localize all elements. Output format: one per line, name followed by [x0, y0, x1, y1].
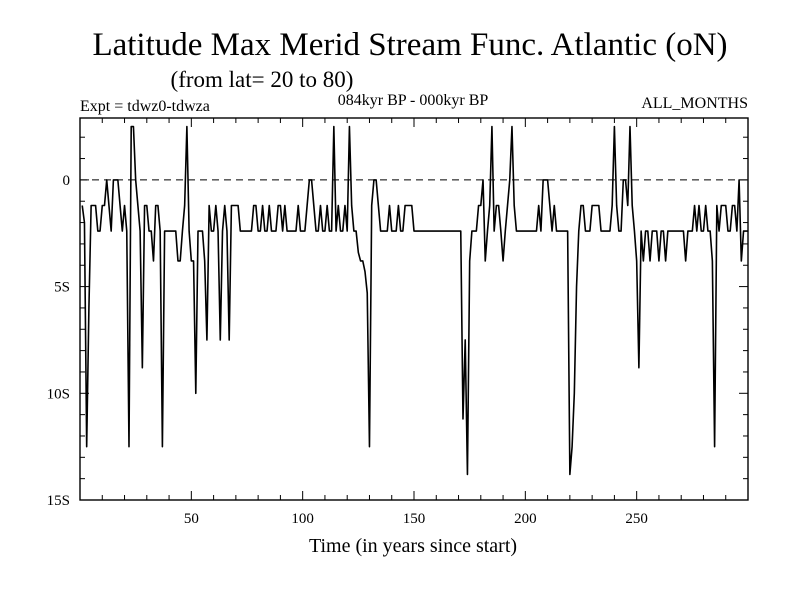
y-tick-label: 10S	[47, 386, 70, 402]
y-tick-label: 5S	[54, 280, 70, 296]
axes: 50 100 150 200 250 0 5S 10S 15S	[47, 117, 749, 527]
x-tick-label: 50	[184, 511, 199, 527]
chart-subtitle: (from lat= 20 to 80)	[171, 67, 354, 92]
x-tick-label: 150	[403, 511, 426, 527]
header-left-label: Expt = tdwz0-tdwza	[80, 98, 210, 115]
y-tick-label: 15S	[47, 493, 70, 509]
header-center-label: 084kyr BP - 000kyr BP	[338, 92, 489, 109]
x-tick-label: 200	[514, 511, 537, 527]
header-right-label: ALL_MONTHS	[641, 95, 748, 112]
series-layer	[81, 125, 748, 476]
series-line-0	[81, 125, 748, 476]
x-tick-label: 100	[291, 511, 314, 527]
x-axis-label: Time (in years since start)	[309, 535, 517, 557]
chart-title: Latitude Max Merid Stream Func. Atlantic…	[92, 27, 727, 63]
x-tick-label: 250	[625, 511, 648, 527]
plot-frame	[79, 117, 749, 501]
y-tick-label: 0	[63, 173, 71, 189]
